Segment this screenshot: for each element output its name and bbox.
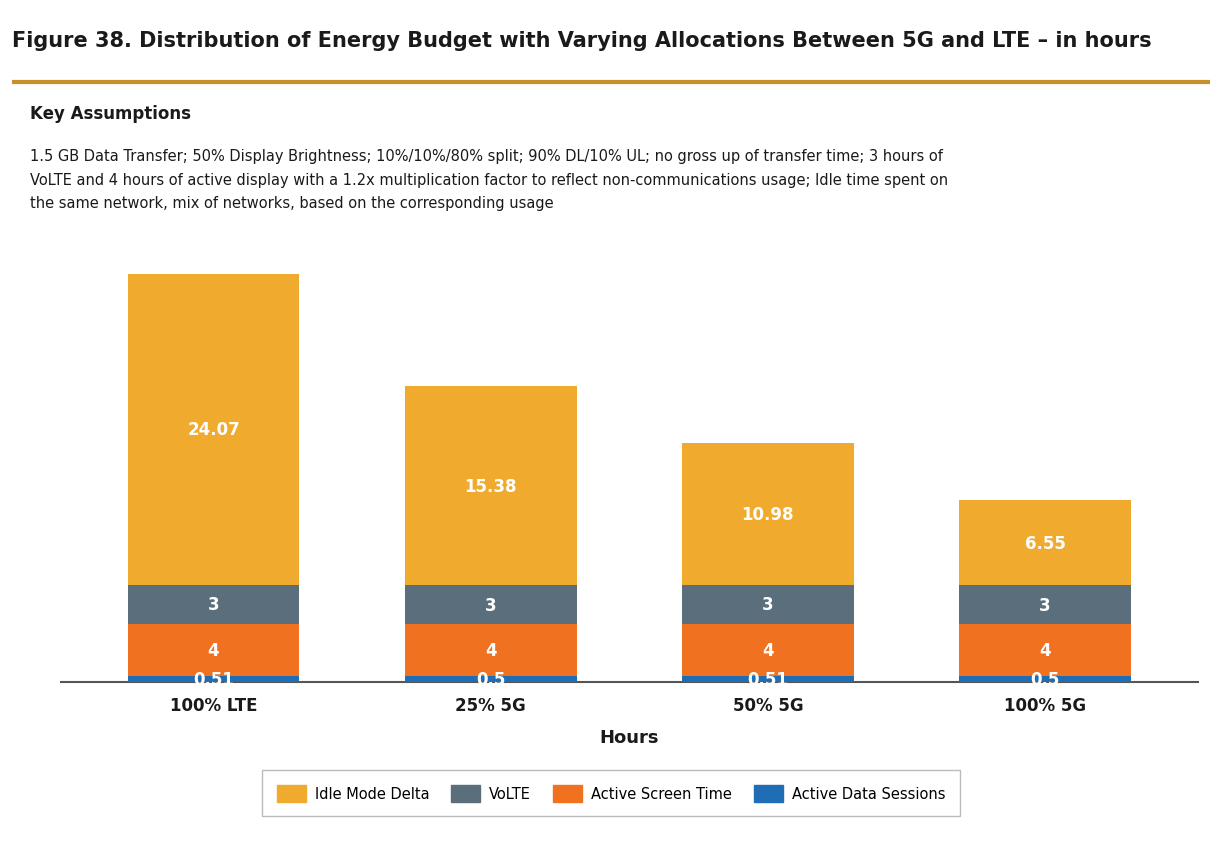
Text: 4: 4 <box>763 641 774 659</box>
Bar <box>682 624 854 676</box>
Bar <box>127 676 299 682</box>
Text: 3: 3 <box>485 596 496 614</box>
Text: 24.07: 24.07 <box>187 421 240 438</box>
Text: Key Assumptions: Key Assumptions <box>31 104 191 123</box>
Bar <box>127 585 299 624</box>
Text: Figure 38. Distribution of Energy Budget with Varying Allocations Between 5G and: Figure 38. Distribution of Energy Budget… <box>12 32 1152 51</box>
Bar <box>959 624 1132 676</box>
Text: 3: 3 <box>1039 596 1051 614</box>
Text: 6.55: 6.55 <box>1025 534 1066 552</box>
Text: 0.5: 0.5 <box>1030 670 1059 688</box>
Bar <box>682 585 854 624</box>
Bar <box>959 501 1132 585</box>
Text: 4: 4 <box>208 641 220 659</box>
Text: 4: 4 <box>1039 641 1051 659</box>
Text: 1.5 GB Data Transfer; 50% Display Brightness; 10%/10%/80% split; 90% DL/10% UL; : 1.5 GB Data Transfer; 50% Display Bright… <box>31 149 948 211</box>
Bar <box>959 585 1132 624</box>
Bar <box>959 676 1132 682</box>
Text: 0.5: 0.5 <box>477 670 506 688</box>
Text: 0.51: 0.51 <box>748 670 788 688</box>
Bar <box>404 624 577 676</box>
Text: 3: 3 <box>208 595 220 613</box>
Text: 4: 4 <box>485 641 496 659</box>
Bar <box>404 585 577 624</box>
Text: 15.38: 15.38 <box>464 477 517 495</box>
Bar <box>682 444 854 585</box>
Text: 0.51: 0.51 <box>193 670 233 688</box>
Legend: Idle Mode Delta, VoLTE, Active Screen Time, Active Data Sessions: Idle Mode Delta, VoLTE, Active Screen Ti… <box>263 770 959 816</box>
Text: 3: 3 <box>763 595 774 613</box>
Bar <box>404 676 577 682</box>
Bar <box>127 275 299 585</box>
X-axis label: Hours: Hours <box>600 728 659 746</box>
Bar <box>682 676 854 682</box>
Bar <box>127 624 299 676</box>
Bar <box>404 386 577 585</box>
Text: 10.98: 10.98 <box>742 505 794 524</box>
